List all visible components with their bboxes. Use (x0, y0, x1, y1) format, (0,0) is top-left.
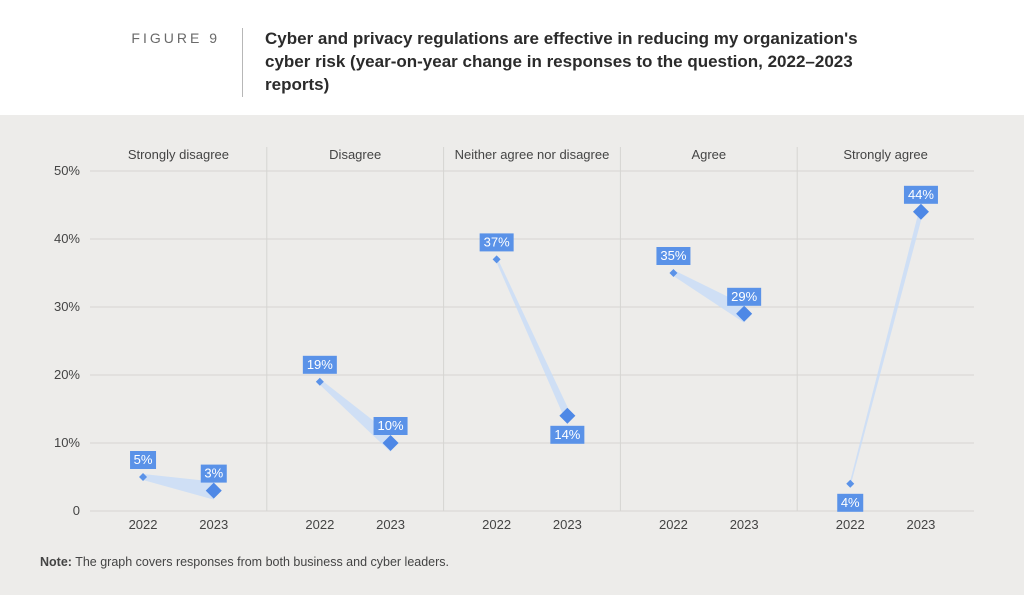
svg-text:2023: 2023 (906, 517, 935, 532)
svg-text:20%: 20% (54, 367, 80, 382)
svg-text:Neither agree nor disagree: Neither agree nor disagree (455, 147, 610, 162)
figure-container: { "figure_label": "FIGURE 9", "title": "… (0, 0, 1024, 581)
svg-text:2022: 2022 (659, 517, 688, 532)
chart-area: 0 10% 20% 30% 40% 50% Strongly disagree 5% 3% 202… (0, 115, 1024, 595)
note-prefix: Note: (40, 555, 72, 569)
svg-text:50%: 50% (54, 163, 80, 178)
figure-label: FIGURE 9 (40, 28, 242, 46)
figure-note: Note: The graph covers responses from bo… (40, 555, 984, 569)
svg-text:10%: 10% (54, 435, 80, 450)
svg-text:2022: 2022 (129, 517, 158, 532)
note-text: The graph covers responses from both bus… (72, 555, 449, 569)
svg-text:2023: 2023 (199, 517, 228, 532)
figure-header: FIGURE 9 Cyber and privacy regulations a… (0, 0, 1024, 115)
svg-text:29%: 29% (731, 289, 757, 304)
svg-text:2023: 2023 (376, 517, 405, 532)
svg-text:3%: 3% (204, 465, 223, 480)
svg-text:0: 0 (73, 503, 80, 518)
svg-text:5%: 5% (134, 452, 153, 467)
svg-text:2023: 2023 (553, 517, 582, 532)
svg-text:2023: 2023 (730, 517, 759, 532)
svg-text:Strongly disagree: Strongly disagree (128, 147, 229, 162)
svg-text:2022: 2022 (305, 517, 334, 532)
svg-text:Strongly agree: Strongly agree (843, 147, 928, 162)
svg-text:10%: 10% (378, 418, 404, 433)
svg-text:44%: 44% (908, 187, 934, 202)
svg-text:Disagree: Disagree (329, 147, 381, 162)
svg-text:14%: 14% (554, 427, 580, 442)
svg-text:40%: 40% (54, 231, 80, 246)
slope-chart-svg: 0 10% 20% 30% 40% 50% Strongly disagree 5% 3% 202… (40, 141, 984, 541)
svg-text:4%: 4% (841, 495, 860, 510)
svg-text:2022: 2022 (836, 517, 865, 532)
svg-text:35%: 35% (660, 248, 686, 263)
header-divider (242, 28, 243, 97)
svg-text:30%: 30% (54, 299, 80, 314)
figure-title: Cyber and privacy regulations are effect… (265, 28, 905, 97)
svg-text:37%: 37% (484, 234, 510, 249)
svg-text:19%: 19% (307, 357, 333, 372)
svg-text:2022: 2022 (482, 517, 511, 532)
svg-text:Agree: Agree (691, 147, 726, 162)
